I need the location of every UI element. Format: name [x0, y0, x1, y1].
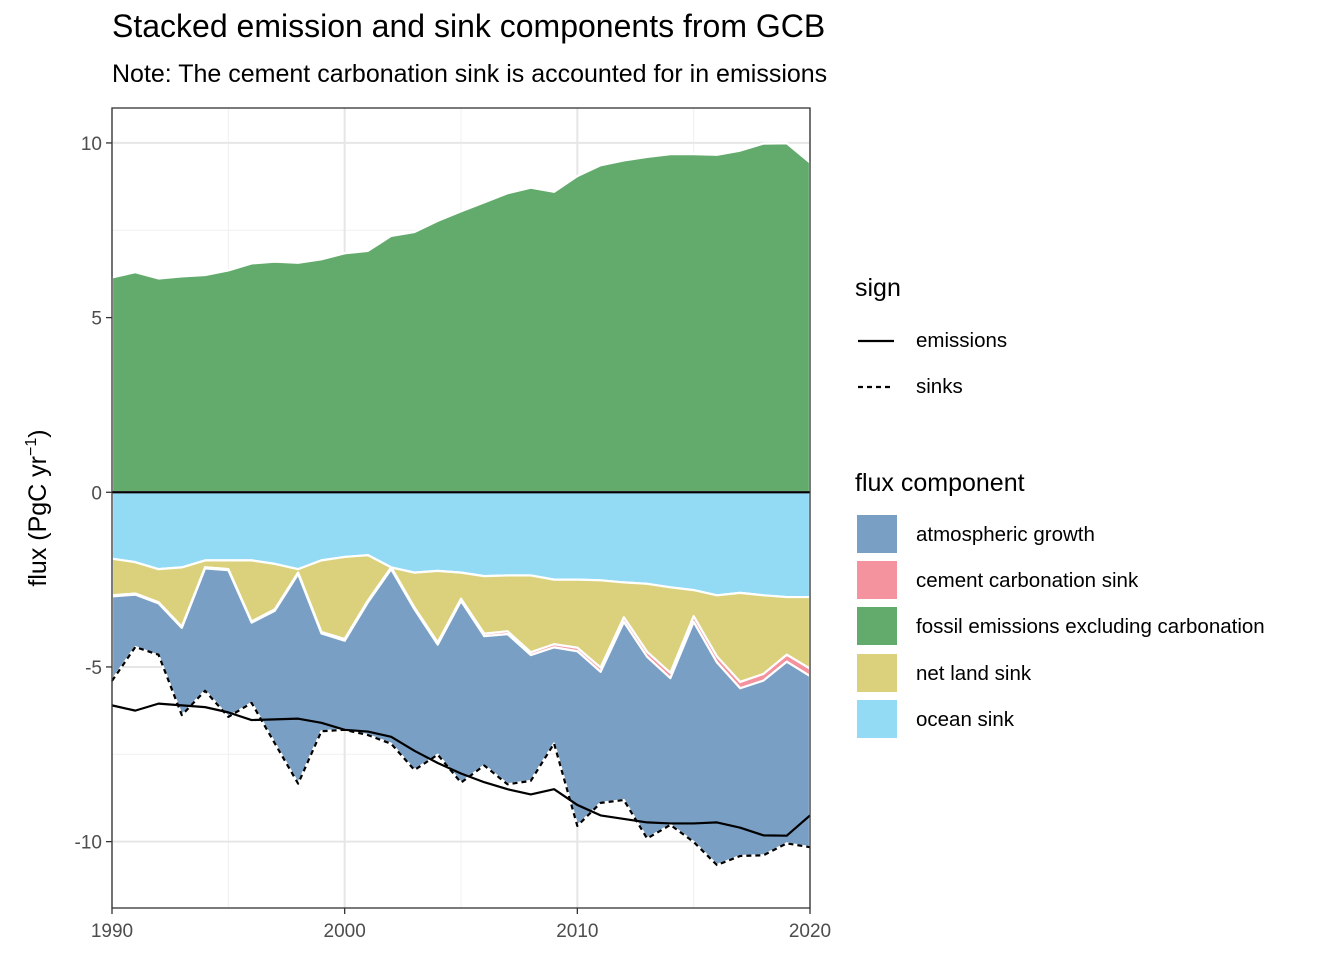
- x-tick-label: 2020: [789, 921, 831, 942]
- legend-key-sinks: [858, 385, 894, 389]
- y-tick-label: -5: [85, 658, 102, 679]
- legend-key-emissions: [858, 339, 894, 343]
- legend-label-net-land-sink: net land sink: [916, 662, 1032, 685]
- legend-swatch-ocean-sink: [857, 700, 897, 738]
- legend-label-cement-carbonation-sink: cement carbonation sink: [916, 569, 1139, 592]
- legend-swatch-net-land-sink: [857, 654, 897, 692]
- plot-border: [111, 107, 811, 909]
- chart-title: Stacked emission and sink components fro…: [112, 8, 826, 44]
- legend-sign-title: sign: [855, 274, 901, 302]
- x-tick-label: 2010: [556, 921, 598, 942]
- y-tick-label: 5: [91, 309, 102, 330]
- x-tick-label: 1990: [91, 921, 133, 942]
- legend-label-ocean-sink: ocean sink: [916, 708, 1015, 731]
- legend-flux-title: flux component: [855, 469, 1025, 497]
- line-emissions: [111, 702, 811, 837]
- legend-swatch-atmospheric-growth: [857, 515, 897, 553]
- y-axis-title: flux (PgC yr−1): [23, 429, 52, 586]
- legend-label-emissions: emissions: [916, 329, 1008, 352]
- legend-label-atmospheric-growth: atmospheric growth: [916, 523, 1095, 546]
- y-tick-label: 0: [91, 483, 102, 504]
- y-tick-label: -10: [75, 833, 102, 854]
- legend-label-fossil-emissions: fossil emissions excluding carbonation: [916, 615, 1265, 638]
- y-tick-label: 10: [81, 134, 102, 155]
- legend-swatch-cement-carbonation-sink: [857, 561, 897, 599]
- x-tick-label: 2000: [324, 921, 366, 942]
- chart-subtitle: Note: The cement carbonation sink is acc…: [112, 60, 828, 88]
- legend-swatch-fossil-emissions: [857, 607, 897, 645]
- legend-label-sinks: sinks: [916, 375, 963, 398]
- line-sinks: [111, 645, 811, 867]
